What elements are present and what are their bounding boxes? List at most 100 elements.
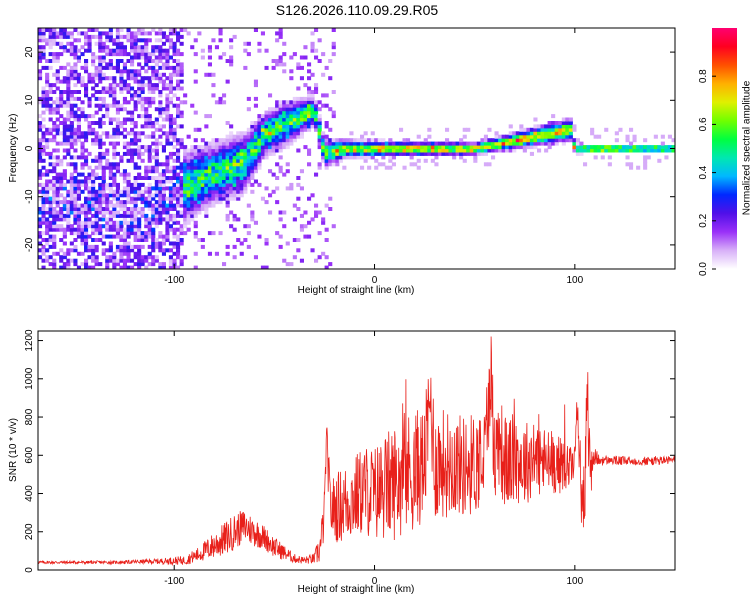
spectrogram-cell [243,162,248,167]
spectrogram-cell [126,176,131,180]
spectrogram-cell [91,59,96,63]
spectrogram-cell [66,162,71,167]
spectrogram-cell [115,258,120,263]
spectrogram-cell [430,151,435,156]
spectrogram-cell [151,28,156,32]
spectrogram-cell [158,182,163,187]
spectrogram-cell [501,138,506,143]
spectrogram-cell [289,69,294,74]
spectrogram-cell [84,38,89,43]
spectrogram-cell [73,117,78,122]
spectrogram-cell [299,55,304,60]
spectrogram-cell [303,96,308,101]
spectrogram-cell [307,76,312,81]
spectrogram-cell [94,41,99,46]
spectrogram-cell [271,110,276,115]
spectrogram-cell [554,141,559,146]
spectrogram-cell [165,165,170,170]
spectrogram-cell [250,165,255,170]
spectrogram-cell [391,141,396,146]
spectrogram-cell [257,141,262,146]
spectrogram-cell [154,117,159,122]
spectrogram-cell [76,114,81,119]
spectrogram-cell [165,248,170,253]
spectrogram-cell [338,141,343,146]
spectrogram-cell [526,138,531,143]
spectrogram-cell [222,155,227,160]
spectrogram-cell [406,151,411,156]
spectrogram-cell [324,138,329,143]
spectrogram-cell [52,251,57,256]
spectrogram-cell [133,148,138,153]
spectrogram-cell [303,107,308,112]
spectrogram-cell [41,213,46,218]
spectrogram-cell [207,231,212,236]
spectrogram-cell [257,124,262,129]
spectrogram-cell [172,182,177,187]
spectrogram-cell [140,79,145,84]
spectrogram-cell [190,103,195,108]
spectrogram-cell [101,186,106,191]
spectrogram-cell [133,231,138,236]
spectrogram-cell [200,48,205,53]
spectrogram-cell [73,227,78,232]
spectrogram-cell [168,141,173,146]
spectrogram-cell [232,255,237,260]
spectrogram-cell [303,121,308,125]
spectrogram-cell [147,148,152,153]
spectrogram-cell [98,124,103,129]
spectrogram-cell [126,258,131,263]
spectrogram-cell [257,48,262,53]
spectrogram-cell [161,131,166,136]
spectrogram-cell [105,258,110,263]
spectrogram-cell [140,182,145,187]
spectrogram-cell [126,69,131,74]
spectrogram-cell [66,193,71,198]
spectrogram-cell [529,138,534,143]
spectrogram-cell [98,207,103,211]
spectrogram-cell [144,265,149,269]
spectrogram-cell [271,114,276,119]
spectrogram-cell [239,251,244,256]
spectrogram-cell [87,151,92,156]
spectrogram-cell [84,158,89,163]
spectrogram-cell [285,162,290,167]
spectrogram-cell [165,224,170,229]
spectrogram-cell [299,110,304,115]
spectrogram-cell [91,224,96,229]
spectrogram-cell [112,141,117,146]
spectrogram-cell [73,182,78,187]
spectrogram-cell [285,103,290,108]
spectrogram-cell [317,131,322,136]
spectrogram-cell [59,141,64,146]
spectrogram-cell [172,196,177,201]
spectrogram-cell [137,248,142,253]
spectrogram-cell [423,151,428,156]
spectrogram-cell [246,134,251,139]
spectrogram-cell [501,148,506,153]
spectrogram-cell [399,151,404,156]
spectrogram-cell [551,141,556,146]
spectrogram-cell [112,172,117,177]
spectrogram-cell [554,138,559,143]
spectrogram-cell [491,141,496,146]
spectrogram-cell [91,255,96,260]
spectrogram-cell [133,193,138,198]
spectrogram-cell [38,124,43,129]
spectrogram-cell [271,121,276,125]
spectrogram-cell [98,210,103,215]
snr-ytick-label: 200 [24,523,35,540]
spectrogram-cell [657,145,662,150]
spectrogram-cell [59,248,64,253]
spectrogram-cell [544,138,549,143]
spectrogram-cell [137,265,142,269]
spectrogram-cell [469,145,474,150]
spectrogram-cell [176,158,181,163]
spectrogram-cell [151,241,156,246]
spectrogram-cell [91,127,96,132]
spectrogram-cell [105,220,110,225]
spectrogram-cell [137,134,142,139]
spectrogram-cell [314,110,319,115]
spectrogram-cell [176,179,181,184]
spectrogram-cell [466,141,471,146]
